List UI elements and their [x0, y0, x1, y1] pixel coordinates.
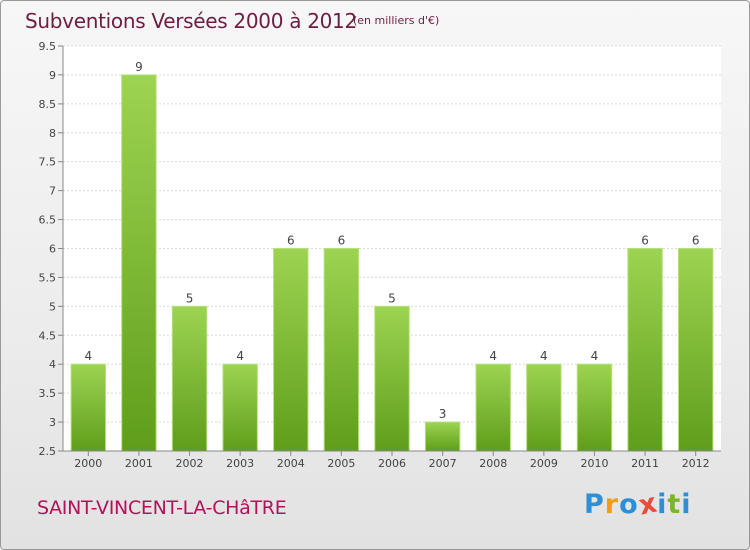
data-label-2006: 5 — [388, 291, 396, 305]
y-tick-label: 7.5 — [39, 156, 57, 169]
bar-2011 — [627, 248, 663, 452]
y-tick-label: 5.5 — [39, 271, 57, 284]
data-label-2007: 3 — [439, 407, 447, 421]
x-tick-label-2004: 2004 — [277, 457, 305, 470]
logo-letter: o — [619, 489, 639, 520]
logo-letter: r — [604, 489, 620, 520]
proxiti-logo: Proxiti — [584, 487, 692, 521]
x-tick-label-2009: 2009 — [530, 457, 558, 470]
data-label-2012: 6 — [692, 234, 700, 248]
data-label-2005: 6 — [338, 234, 346, 248]
y-tick-label: 6 — [49, 243, 56, 256]
bar-2010 — [576, 363, 613, 452]
commune-name: SAINT-VINCENT-LA-CHâTRE — [37, 497, 287, 519]
data-label-2003: 4 — [236, 349, 244, 363]
x-tick-label-2007: 2007 — [429, 457, 457, 470]
chart-subtitle: (en milliers d'€) — [353, 14, 440, 27]
x-tick-label-2006: 2006 — [378, 457, 406, 470]
logo-letter: t — [667, 489, 682, 520]
y-tick-label: 9 — [49, 69, 56, 82]
x-axis: 2000 2001 2002 2003 2004 2005 2006 2007 2008 2009… — [63, 450, 721, 470]
y-tick-label: 4.5 — [39, 329, 57, 342]
bar-2006 — [374, 305, 410, 452]
bar-2003 — [222, 363, 258, 452]
bar-2012 — [677, 248, 714, 452]
data-labels: 4 9 5 4 6 6 5 3 4 4 4 6 6 — [84, 60, 699, 421]
y-tick-label: 2.5 — [39, 445, 57, 458]
y-tick-label: 5 — [49, 300, 56, 313]
data-label-2009: 4 — [540, 349, 548, 363]
chart-title: Subventions Versées 2000 à 2012 — [25, 9, 357, 33]
x-tick-label-2012: 2012 — [682, 457, 710, 470]
y-tick-label: 8.5 — [39, 98, 57, 111]
x-tick-label-2003: 2003 — [226, 457, 254, 470]
y-tick-label: 6.5 — [39, 214, 57, 227]
y-tick-label: 9.5 — [39, 40, 57, 53]
x-tick-label-2002: 2002 — [176, 457, 204, 470]
x-tick-label-2010: 2010 — [580, 457, 608, 470]
x-tick-label-2005: 2005 — [327, 457, 355, 470]
bar-2004 — [273, 248, 309, 452]
y-tick-label: 7 — [49, 185, 56, 198]
y-axis: 2.5 3 3.5 4 4.5 5 5.5 6 6.5 7 7.5 8 8.5 9 9.5 — [39, 40, 64, 458]
x-tick-label-2008: 2008 — [479, 457, 507, 470]
y-tick-label: 3 — [49, 416, 56, 429]
bar-2001 — [121, 74, 157, 452]
data-label-2008: 4 — [489, 349, 497, 363]
logo-letter: i — [681, 489, 692, 520]
bar-2000 — [70, 363, 107, 452]
logo-letter: P — [584, 489, 605, 520]
y-tick-label: 8 — [49, 127, 56, 140]
bars — [70, 74, 714, 452]
x-tick-label-2000: 2000 — [74, 457, 102, 470]
bar-2007 — [424, 421, 461, 452]
y-tick-label: 4 — [49, 358, 56, 371]
data-label-2001: 9 — [135, 60, 143, 74]
bar-2005 — [323, 248, 360, 452]
bar-2009 — [526, 363, 562, 452]
data-label-2011: 6 — [641, 234, 649, 248]
x-tick-label-2001: 2001 — [125, 457, 153, 470]
y-tick-label: 3.5 — [39, 387, 57, 400]
bar-2008 — [475, 363, 511, 452]
x-tick-label-2011: 2011 — [631, 457, 659, 470]
logo-letter: i — [657, 489, 668, 520]
data-label-2002: 5 — [186, 291, 194, 305]
data-label-2004: 6 — [287, 234, 295, 248]
data-label-2000: 4 — [84, 349, 92, 363]
bar-2002 — [171, 305, 208, 452]
data-label-2010: 4 — [591, 349, 599, 363]
